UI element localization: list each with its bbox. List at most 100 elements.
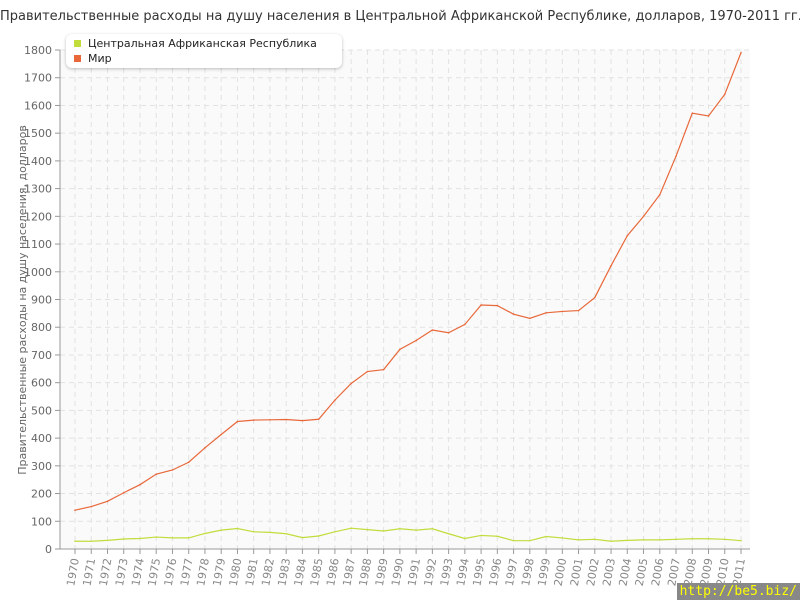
data-point [171, 469, 174, 471]
data-point [106, 539, 109, 542]
data-point [480, 304, 482, 306]
data-point [90, 540, 93, 543]
chart-title: Правительственные расходы на душу населе… [0, 9, 800, 24]
data-point [220, 529, 222, 531]
data-point [464, 323, 466, 326]
data-point [512, 313, 515, 315]
x-tick-label: 1977 [178, 557, 196, 587]
y-tick-label: 1100 [24, 238, 52, 251]
y-tick-label: 800 [31, 321, 52, 334]
data-point [642, 539, 645, 541]
data-point [594, 296, 596, 299]
x-tick-label: 1988 [357, 557, 375, 587]
legend-item-car: Центральная Африканская Республика [74, 37, 317, 51]
data-point [707, 537, 710, 540]
data-point [236, 420, 239, 423]
data-point [740, 51, 742, 54]
x-tick-label: 1994 [454, 557, 472, 587]
x-tick-label: 1970 [64, 557, 82, 587]
legend-swatch [74, 55, 81, 62]
data-point [723, 538, 726, 541]
legend-item-world: Мир [74, 52, 112, 66]
data-point [106, 500, 109, 503]
y-tick-label: 700 [31, 349, 52, 362]
data-point [187, 537, 190, 539]
data-point [691, 112, 694, 115]
x-tick-label: 1987 [340, 557, 358, 587]
data-point [366, 528, 369, 531]
x-tick-label: 2000 [552, 557, 570, 587]
data-point [301, 419, 304, 422]
data-point [594, 538, 596, 541]
data-point [382, 530, 385, 532]
data-point [529, 317, 531, 320]
x-tick-label: 2004 [617, 557, 635, 587]
data-point [269, 531, 271, 534]
x-tick-label: 2007 [665, 557, 683, 587]
data-point [480, 534, 482, 537]
x-tick-label: 1980 [227, 557, 245, 587]
data-point [155, 536, 158, 538]
y-tick-label: 100 [31, 515, 52, 528]
data-point [252, 531, 255, 533]
data-point [204, 532, 206, 535]
x-tick-label: 2011 [730, 557, 748, 587]
data-point [317, 418, 320, 421]
x-tick-label: 1997 [503, 557, 521, 587]
x-tick-label: 1992 [422, 557, 440, 587]
data-point [577, 539, 580, 541]
data-point [122, 538, 125, 540]
watermark: http://be5.biz/ [676, 583, 800, 600]
x-tick-label: 1995 [470, 557, 488, 587]
data-point [675, 538, 677, 541]
x-tick-label: 2005 [633, 557, 651, 587]
x-tick-label: 1979 [210, 557, 228, 587]
data-point [415, 339, 417, 342]
data-point [122, 491, 125, 494]
y-tick-label: 1800 [24, 44, 52, 57]
y-tick-label: 1300 [24, 183, 52, 196]
series-line-0 [75, 527, 742, 542]
x-tick-label: 2006 [649, 557, 667, 587]
data-point [415, 529, 417, 531]
y-axis-label: Правительственные расходы на душу населе… [16, 125, 29, 475]
x-tick-label: 2002 [584, 557, 602, 587]
data-point [301, 536, 304, 539]
data-point [626, 539, 629, 542]
x-tick-label: 1971 [81, 557, 99, 587]
data-point [285, 418, 287, 421]
x-tick-label: 1984 [292, 557, 310, 587]
data-point [610, 264, 612, 267]
data-point [285, 532, 287, 535]
data-point [399, 348, 401, 351]
data-point [74, 540, 76, 543]
data-point [269, 419, 271, 421]
data-point [350, 382, 352, 385]
data-point [723, 93, 726, 96]
y-tick-label: 500 [31, 404, 52, 417]
y-tick-label: 1000 [24, 266, 52, 279]
data-point [382, 368, 385, 371]
y-tick-label: 300 [31, 460, 52, 473]
data-point [658, 193, 661, 196]
x-tick-label: 1993 [438, 557, 456, 587]
data-point [740, 539, 742, 542]
x-tick-label: 1990 [389, 557, 407, 587]
x-tick-label: 1976 [162, 557, 180, 587]
data-point [317, 535, 320, 537]
data-point [74, 509, 76, 511]
y-tick-label: 1200 [24, 210, 52, 223]
y-tick-label: 1400 [24, 155, 52, 168]
data-point [658, 539, 661, 541]
x-tick-label: 2001 [568, 557, 586, 587]
data-point [545, 535, 547, 538]
legend: Центральная Африканская Республика Мир [66, 34, 342, 68]
x-tick-label: 1973 [113, 557, 131, 587]
data-point [496, 535, 499, 538]
series-line-1 [74, 52, 742, 511]
data-point [529, 539, 531, 542]
x-tick-label: 2009 [698, 557, 716, 587]
data-point [204, 447, 206, 449]
data-point [431, 527, 434, 530]
data-point [236, 527, 239, 530]
